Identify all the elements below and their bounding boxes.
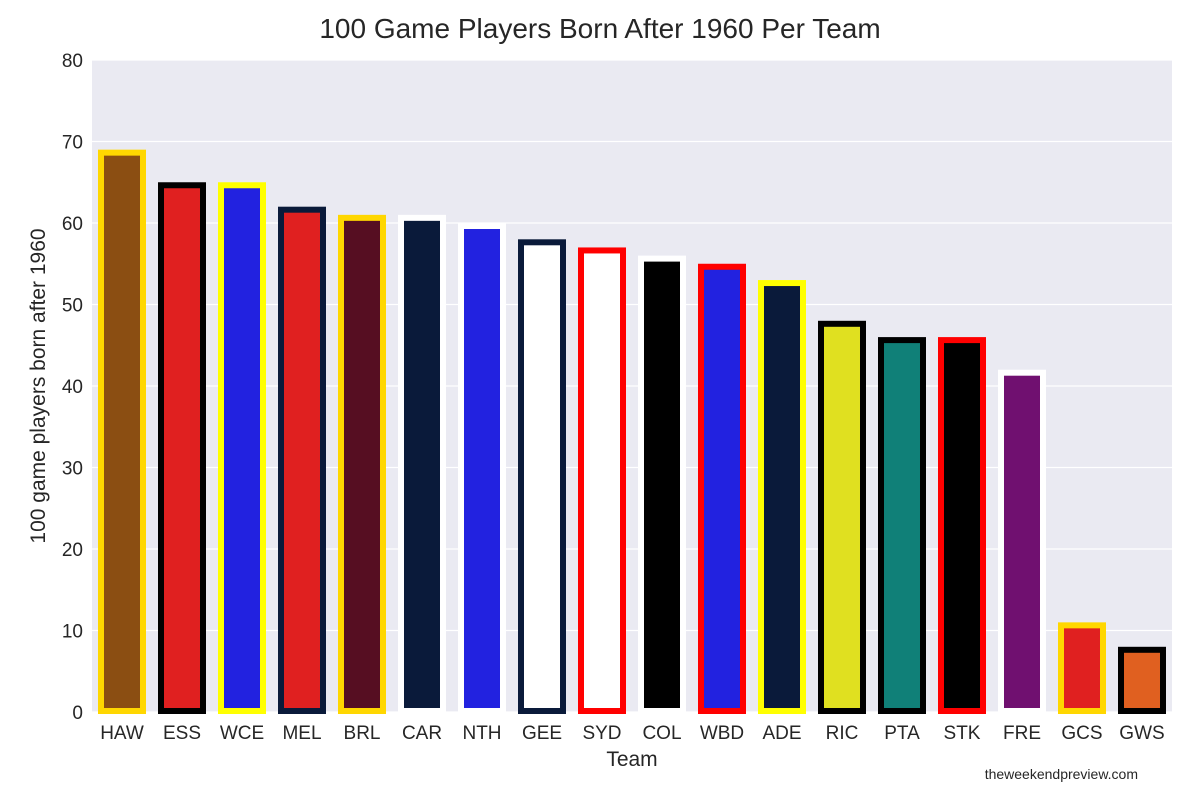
x-tick-label-fre: FRE (1003, 723, 1041, 744)
y-tick-labels: 0 10 20 30 40 50 60 70 80 (62, 51, 83, 724)
x-tick-label-syd: SYD (582, 723, 621, 744)
chart-title: 100 Game Players Born After 1960 Per Tea… (319, 13, 880, 44)
grid-lines (92, 59, 1172, 713)
x-tick-label-car: CAR (402, 723, 442, 744)
bar-gws (1118, 646, 1166, 714)
bar-pta (878, 337, 926, 714)
bar-syd (578, 247, 626, 714)
bar-haw (98, 149, 146, 714)
y-tick-label: 70 (62, 133, 83, 154)
y-axis-label: 100 game players born after 1960 (27, 228, 50, 543)
x-tick-label-wbd: WBD (700, 723, 744, 744)
x-tick-label-pta: PTA (884, 723, 920, 744)
bars (98, 149, 1166, 715)
x-tick-label-gee: GEE (522, 723, 562, 744)
x-tick-label-ade: ADE (762, 723, 801, 744)
x-tick-labels: HAW ESS WCE MEL BRL CAR NTH GEE SYD COL WBD ADE RIC P… (100, 723, 1165, 744)
bar-col (638, 255, 686, 714)
y-tick-label: 0 (72, 703, 83, 724)
x-tick-label-stk: STK (944, 723, 981, 744)
x-tick-label-mel: MEL (282, 723, 321, 744)
bar-car (398, 214, 446, 714)
x-tick-label-gws: GWS (1119, 723, 1164, 744)
bar-stk (938, 337, 986, 714)
y-tick-label: 30 (62, 459, 83, 480)
y-tick-label: 10 (62, 622, 83, 643)
bar-ess (158, 182, 206, 714)
x-axis-label: Team (606, 748, 657, 771)
bar-gee (518, 239, 566, 715)
bar-nth (458, 223, 506, 714)
bar-mel (278, 206, 326, 714)
y-tick-label: 40 (62, 377, 83, 398)
bar-wbd (698, 263, 746, 714)
x-tick-label-nth: NTH (462, 723, 501, 744)
bar-fre (998, 369, 1046, 714)
y-tick-label: 60 (62, 214, 83, 235)
bar-ade (758, 280, 806, 714)
x-tick-label-ess: ESS (163, 723, 201, 744)
y-tick-label: 80 (62, 51, 83, 72)
bar-gcs (1058, 622, 1106, 714)
x-tick-label-wce: WCE (220, 723, 264, 744)
y-tick-label: 20 (62, 540, 83, 561)
bar-brl (338, 214, 386, 714)
watermark: theweekendpreview.com (985, 766, 1138, 782)
x-tick-label-haw: HAW (100, 723, 144, 744)
x-tick-label-brl: BRL (344, 723, 381, 744)
bar-ric (818, 320, 866, 714)
x-tick-label-col: COL (642, 723, 681, 744)
y-tick-label: 50 (62, 296, 83, 317)
bar-wce (218, 182, 266, 714)
x-tick-label-ric: RIC (826, 723, 859, 744)
x-tick-label-gcs: GCS (1061, 723, 1102, 744)
